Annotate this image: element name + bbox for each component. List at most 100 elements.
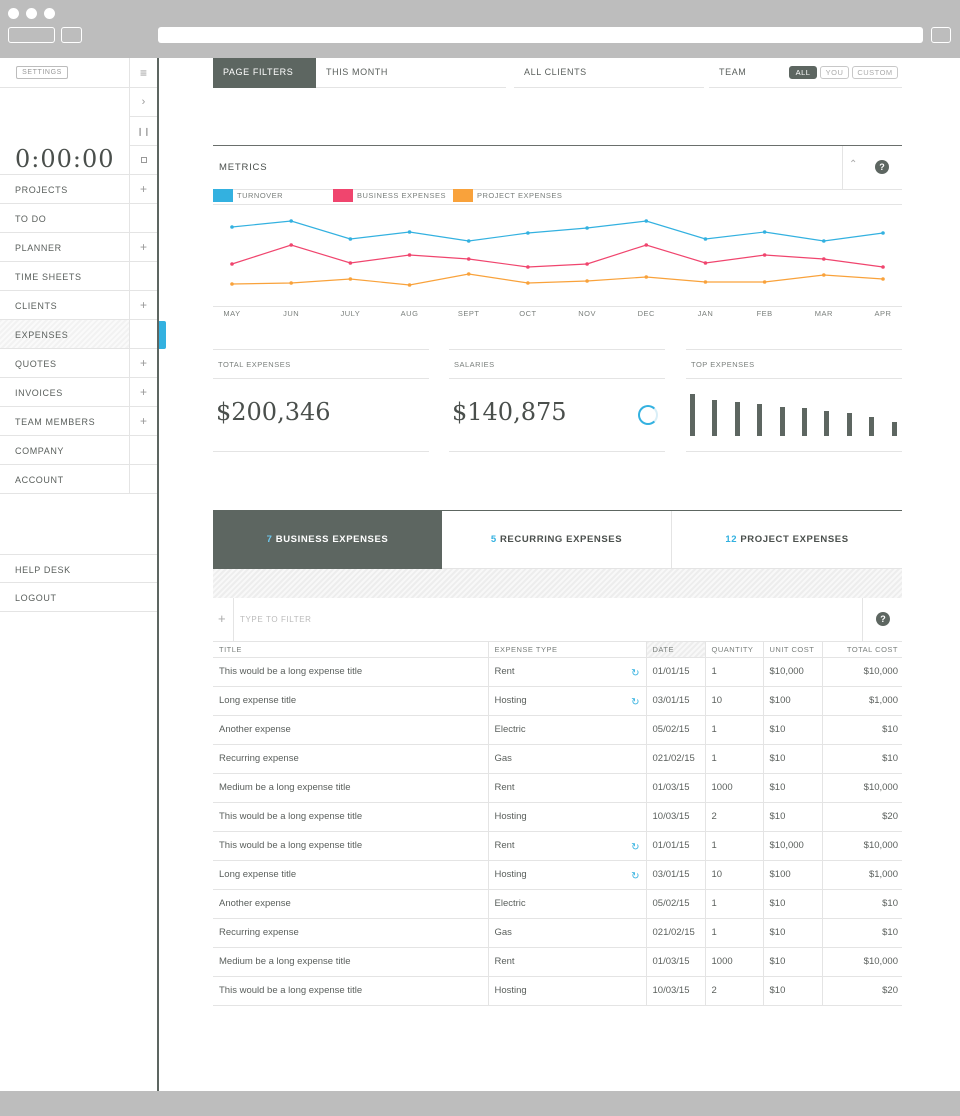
- stop-icon[interactable]: [130, 146, 157, 174]
- sidebar-item-clients[interactable]: CLIENTS +: [0, 291, 157, 320]
- series-point[interactable]: [407, 253, 412, 257]
- series-point[interactable]: [348, 237, 353, 241]
- series-point[interactable]: [466, 239, 471, 243]
- sidebar-item-invoices[interactable]: INVOICES +: [0, 378, 157, 407]
- menu-icon[interactable]: ≡: [129, 58, 157, 87]
- metrics-help-icon[interactable]: ?: [875, 160, 889, 174]
- top-expense-bar[interactable]: [824, 410, 830, 436]
- table-row[interactable]: Long expense title Hosting ↻ 03/01/15 10 $100…: [213, 686, 902, 716]
- address-bar[interactable]: [158, 27, 923, 43]
- sidebar-item-to-do[interactable]: TO DO: [0, 204, 157, 233]
- series-point[interactable]: [466, 272, 471, 276]
- sidebar-item-account[interactable]: ACCOUNT: [0, 465, 157, 494]
- plus-icon[interactable]: +: [129, 407, 157, 435]
- series-point[interactable]: [822, 273, 826, 277]
- tab-business-expenses[interactable]: 7 BUSINESS EXPENSES: [213, 511, 442, 569]
- series-point[interactable]: [881, 231, 885, 235]
- window-zoom-dot[interactable]: [44, 8, 55, 19]
- series-point[interactable]: [762, 230, 767, 234]
- top-expense-bar[interactable]: [891, 422, 897, 436]
- sidebar-item-planner[interactable]: PLANNER +: [0, 233, 157, 262]
- table-row[interactable]: Another expense Electric 05/02/15 1 $10 $10: [213, 715, 902, 745]
- top-expense-bar[interactable]: [712, 400, 718, 436]
- sidebar-item-company[interactable]: COMPANY: [0, 436, 157, 465]
- series-point[interactable]: [526, 265, 530, 269]
- table-row[interactable]: Long expense title Hosting ↻ 03/01/15 10 $100…: [213, 860, 902, 890]
- clients-filter[interactable]: ALL CLIENTS: [514, 58, 704, 88]
- table-row[interactable]: Medium be a long expense title Rent 01/03/…: [213, 947, 902, 977]
- series-point[interactable]: [585, 226, 589, 230]
- table-row[interactable]: This would be a long expense title Hostin…: [213, 802, 902, 832]
- series-point[interactable]: [407, 283, 412, 287]
- series-point[interactable]: [762, 280, 767, 284]
- add-expense-plus-icon[interactable]: +: [218, 611, 226, 626]
- series-point[interactable]: [289, 243, 293, 247]
- sidebar-item-team-members[interactable]: TEAM MEMBERS +: [0, 407, 157, 436]
- sidebar-item-time-sheets[interactable]: TIME SHEETS: [0, 262, 157, 291]
- series-point[interactable]: [407, 230, 412, 234]
- top-expense-bar[interactable]: [779, 406, 785, 436]
- series-point[interactable]: [289, 219, 293, 223]
- tab-recurring-expenses[interactable]: 5 RECURRING EXPENSES: [442, 511, 672, 569]
- series-point[interactable]: [644, 275, 649, 279]
- team-option-all[interactable]: ALL: [789, 66, 817, 79]
- play-icon[interactable]: ›: [130, 88, 157, 117]
- plus-icon[interactable]: +: [129, 378, 157, 406]
- series-point[interactable]: [644, 243, 649, 247]
- collapse-chevron-icon[interactable]: ⌃: [849, 159, 858, 170]
- team-option-you[interactable]: YOU: [820, 66, 849, 79]
- top-expense-bar[interactable]: [757, 404, 763, 436]
- plus-icon[interactable]: +: [129, 291, 157, 319]
- series-point[interactable]: [644, 219, 649, 223]
- filter-input[interactable]: [233, 598, 863, 641]
- period-filter[interactable]: THIS MONTH: [316, 58, 506, 88]
- series-point[interactable]: [585, 262, 589, 266]
- column-header-total-cost[interactable]: TOTAL COST: [821, 642, 902, 658]
- column-header-quantity[interactable]: QUANTITY: [704, 642, 763, 658]
- sidebar-item-quotes[interactable]: QUOTES +: [0, 349, 157, 378]
- column-header-expense-type[interactable]: EXPENSE TYPE: [487, 642, 646, 658]
- table-row[interactable]: Medium be a long expense title Rent 01/03/…: [213, 773, 902, 803]
- sidebar-item-logout[interactable]: LOGOUT: [0, 583, 157, 612]
- top-expense-bar[interactable]: [846, 412, 852, 436]
- window-minimize-dot[interactable]: [26, 8, 37, 19]
- series-point[interactable]: [466, 257, 471, 261]
- table-help-icon[interactable]: ?: [876, 612, 890, 626]
- series-point[interactable]: [348, 277, 353, 281]
- series-point[interactable]: [526, 281, 530, 285]
- series-point[interactable]: [881, 265, 885, 269]
- series-point[interactable]: [585, 279, 589, 283]
- table-row[interactable]: This would be a long expense title Hostin…: [213, 976, 902, 1006]
- column-header-title[interactable]: TITLE: [213, 642, 488, 658]
- plus-icon[interactable]: +: [129, 349, 157, 377]
- tab-project-expenses[interactable]: 12 PROJECT EXPENSES: [672, 511, 902, 569]
- top-expense-bar[interactable]: [802, 408, 807, 436]
- window-close-dot[interactable]: [8, 8, 19, 19]
- pause-icon[interactable]: ❙❙: [130, 117, 157, 146]
- browser-back-button[interactable]: [8, 27, 55, 43]
- table-row[interactable]: Recurring expense Gas 021/02/15 1 $10 $10: [213, 744, 902, 774]
- series-point[interactable]: [230, 262, 234, 266]
- top-expense-bar[interactable]: [869, 416, 875, 436]
- team-option-custom[interactable]: CUSTOM: [852, 66, 898, 79]
- table-row[interactable]: This would be a long expense title Rent ↻ 0…: [213, 831, 902, 861]
- sidebar-item-help-desk[interactable]: HELP DESK: [0, 554, 157, 583]
- series-point[interactable]: [348, 261, 353, 265]
- table-row[interactable]: This would be a long expense title Rent ↻ 0…: [213, 657, 902, 687]
- browser-menu-button[interactable]: [931, 27, 951, 43]
- plus-icon[interactable]: +: [129, 175, 157, 203]
- series-point[interactable]: [762, 253, 767, 257]
- browser-forward-button[interactable]: [61, 27, 82, 43]
- series-point[interactable]: [526, 231, 530, 235]
- top-expense-bar[interactable]: [734, 402, 740, 436]
- series-point[interactable]: [822, 257, 826, 261]
- series-point[interactable]: [289, 281, 293, 285]
- sidebar-item-projects[interactable]: PROJECTS +: [0, 175, 157, 204]
- table-row[interactable]: Recurring expense Gas 021/02/15 1 $10 $10: [213, 918, 902, 948]
- plus-icon[interactable]: +: [129, 233, 157, 261]
- column-header-date[interactable]: DATE: [645, 642, 705, 658]
- settings-button[interactable]: SETTINGS: [16, 66, 68, 79]
- series-point[interactable]: [230, 225, 234, 229]
- top-expense-bar[interactable]: [690, 394, 695, 436]
- table-row[interactable]: Another expense Electric 05/02/15 1 $10 $10: [213, 889, 902, 919]
